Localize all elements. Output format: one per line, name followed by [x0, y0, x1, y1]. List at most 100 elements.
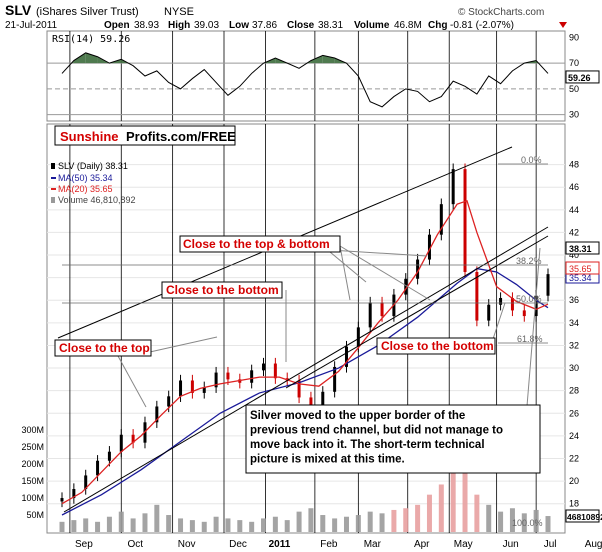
price-tick-label: 26: [569, 408, 579, 418]
rsi-overbought-fill: [73, 52, 86, 64]
volume-bar: [438, 484, 444, 532]
volume-bar: [509, 508, 515, 532]
price-candle-body: [155, 406, 159, 423]
note-line: Silver moved to the upper border of the: [250, 410, 465, 422]
channel-inner-line: [285, 235, 549, 389]
price-candle-body: [107, 451, 111, 461]
annotation-box-bottom-2: [376, 337, 496, 355]
low-value: 37.86: [252, 20, 277, 31]
volume-bar: [189, 520, 195, 532]
volume-bar: [296, 511, 302, 532]
volume-tick-label: 200M: [21, 459, 44, 469]
rsi-line: [61, 52, 549, 108]
annotation-box-bottom-1: [161, 281, 283, 299]
volume-bar: [130, 518, 136, 532]
volume-bar: [59, 521, 65, 532]
price-candle-body: [546, 274, 550, 296]
volume-bar: [71, 520, 77, 532]
x-tick-label: Dec: [229, 539, 247, 550]
symbol: SLV: [5, 2, 32, 18]
annotation-lines: [117, 245, 541, 408]
callout-line-top-a: [117, 355, 147, 408]
volume-bar: [201, 521, 207, 532]
legend: SLV (Daily) 38.31 MA(50) 35.34 MA(20) 35…: [51, 161, 136, 205]
price-candle-body: [427, 234, 431, 260]
x-tick-label: Mar: [364, 539, 382, 550]
fib-labels: 0.0% 38.2% 50.0% 61.8% 100.0%: [512, 155, 543, 528]
volume-bar: [106, 516, 112, 532]
fib-label-618: 61.8%: [517, 334, 543, 344]
rsi-tick-label: 90: [569, 32, 579, 42]
close-label: Close: [287, 20, 315, 31]
price-candle-body: [226, 372, 230, 380]
price-candle-body: [84, 475, 88, 490]
volume-bar: [249, 521, 255, 532]
volume-bar: [272, 516, 278, 532]
volume-tick-label: 50M: [26, 510, 44, 520]
callout-line-bottom-b: [491, 302, 506, 343]
volume-bar: [391, 509, 397, 532]
price-tick-label: 34: [569, 318, 579, 328]
price-tick-label: 28: [569, 386, 579, 396]
x-tick-label: Sep: [75, 539, 93, 550]
annotation-box-top-bottom: [179, 235, 341, 253]
x-tick-label: Jun: [503, 539, 519, 550]
price-value-box: [565, 261, 600, 275]
x-tick-label: Aug: [585, 539, 602, 550]
price-layer: [60, 163, 550, 516]
volume-bar: [533, 509, 539, 532]
annotation-close-bottom-2: Close to the bottom: [381, 339, 494, 353]
rsi-tick-label: 70: [569, 58, 579, 68]
open-value: 38.93: [134, 20, 159, 31]
high-label: High: [168, 20, 190, 31]
volume-bar: [379, 513, 385, 532]
rsi-tick-label: 30: [569, 110, 579, 120]
volume-bar: [355, 515, 361, 532]
chg-label: Chg: [428, 20, 447, 31]
price-tick-label: 32: [569, 340, 579, 350]
price-tick-label: 48: [569, 160, 579, 170]
security-name: (iShares Silver Trust): [36, 6, 139, 18]
volume-bar: [178, 518, 184, 532]
banner-box: [54, 125, 236, 146]
volume-tick-label: 100M: [21, 493, 44, 503]
volume-bar: [83, 518, 89, 532]
low-label: Low: [229, 20, 249, 31]
price-candle-body: [380, 302, 384, 317]
price-candle-body: [356, 327, 360, 347]
price-tick-label: 36: [569, 295, 579, 305]
rsi-tick-label: 50: [569, 84, 579, 94]
callout-line-tb-b: [339, 245, 431, 301]
x-tick-label: Nov: [178, 539, 196, 550]
rsi-overbought-fill: [85, 52, 98, 64]
legend-swatch-price: [51, 163, 55, 169]
ma20-line: [61, 199, 549, 505]
volume-bar: [284, 520, 290, 532]
price-candle-body: [119, 434, 123, 452]
price-tick-label: 24: [569, 431, 579, 441]
volume-bar: [415, 504, 421, 532]
channel-lower-line: [63, 226, 549, 513]
banner-sunshine: Sunshine: [60, 129, 119, 144]
volume-bar: [426, 494, 432, 532]
volume-layer: 300M 250M 200M 150M 100M 50M 46810892: [21, 425, 602, 532]
price-tick-label: 22: [569, 453, 579, 463]
volume-bar: [474, 494, 480, 532]
price-candle-body: [190, 380, 194, 393]
price-candle-body: [202, 387, 206, 393]
volume-bar: [332, 518, 338, 532]
annotation-note-box: [245, 404, 541, 474]
price-value-label: 35.65: [569, 264, 592, 274]
x-tick-label: Jul: [544, 539, 557, 550]
fib-label-382: 38.2%: [516, 256, 542, 266]
price-candle-body: [273, 363, 277, 379]
volume-bar: [237, 520, 243, 532]
volume-bar: [225, 518, 231, 532]
price-candle-body: [72, 489, 76, 499]
callout-line-tb-c: [329, 251, 367, 283]
volume-label: Volume: [354, 20, 390, 31]
volume-bar: [166, 515, 172, 532]
callout-line-tb-a: [339, 245, 351, 301]
fibonacci-lines: [62, 163, 548, 344]
fib-label-50: 50.0%: [516, 294, 542, 304]
